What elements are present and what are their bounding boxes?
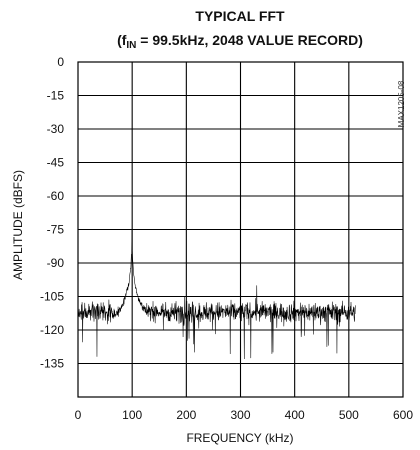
plot-frame — [77, 61, 404, 398]
y-tick-label: -135 — [40, 357, 64, 371]
x-tick-label: 0 — [75, 408, 82, 422]
y-tick-label: -45 — [47, 156, 65, 170]
chart-subtitle: (fIN = 99.5kHz, 2048 VALUE RECORD) — [60, 32, 420, 51]
x-tick-label: 100 — [122, 408, 142, 422]
y-tick-label: -90 — [47, 256, 65, 270]
y-tick-labels: 0 -15 -30 -45 -60 -75 -90 -105 -120 -135 — [40, 55, 64, 371]
y-tick-label: -60 — [47, 189, 65, 203]
x-axis-label: FREQUENCY (kHz) — [186, 431, 293, 445]
y-axis-label: AMPLITUDE (dBFS) — [11, 170, 25, 280]
y-tick-label: -120 — [40, 323, 64, 337]
y-tick-label: -30 — [47, 122, 65, 136]
x-tick-label: 300 — [230, 408, 250, 422]
y-tick-label: 0 — [57, 55, 64, 69]
y-tick-label: -75 — [47, 223, 65, 237]
chart-title: TYPICAL FFT — [195, 8, 285, 24]
subtitle-prefix: (f — [117, 32, 127, 48]
subtitle-subscript: IN — [126, 40, 137, 51]
x-tick-labels: 0 100 200 300 400 500 600 — [75, 408, 414, 422]
x-tick-label: 200 — [176, 408, 196, 422]
y-tick-label: -15 — [47, 89, 65, 103]
y-tick-label: -105 — [40, 290, 64, 304]
figure-id: MAX1205-08 — [397, 80, 406, 127]
spectrum-trace — [77, 229, 356, 368]
subtitle-suffix: = 99.5kHz, 2048 VALUE RECORD) — [136, 32, 363, 48]
series-line — [77, 229, 356, 368]
x-tick-label: 400 — [285, 408, 305, 422]
x-tick-label: 500 — [339, 408, 359, 422]
x-tick-label: 600 — [393, 408, 413, 422]
